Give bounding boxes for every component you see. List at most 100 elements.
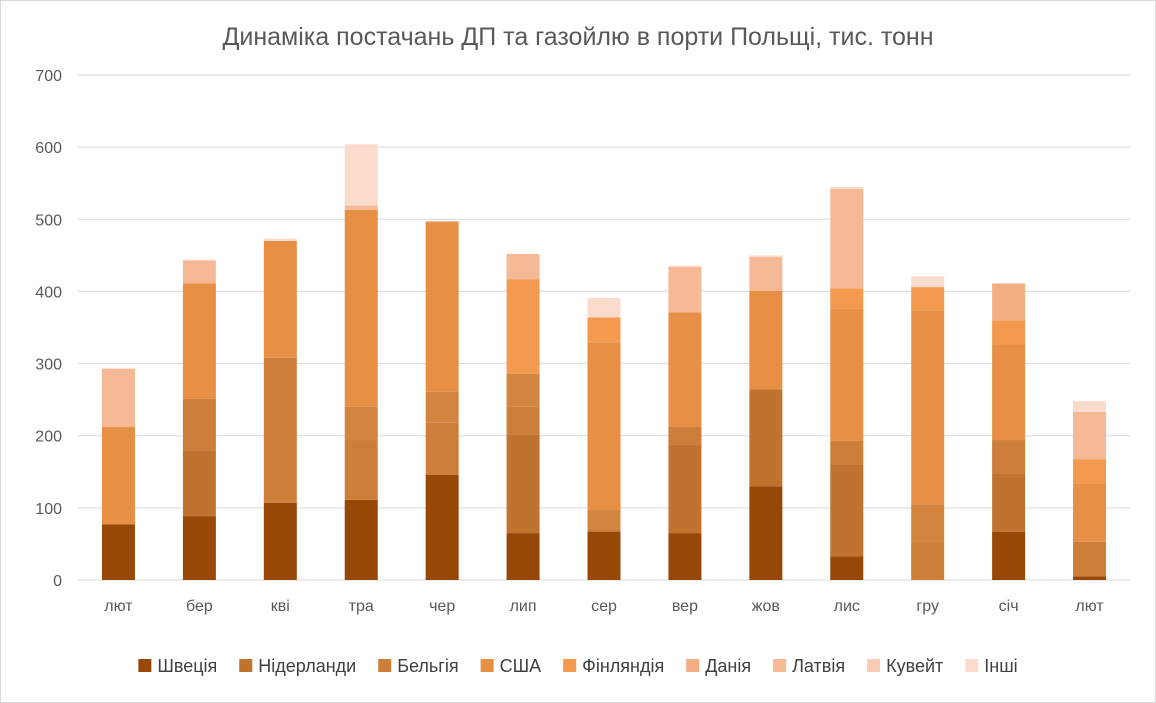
y-tick-label: 400 bbox=[35, 284, 62, 301]
bar-segment bbox=[830, 288, 864, 309]
bar-segment bbox=[506, 253, 540, 280]
x-tick-label: вер bbox=[672, 598, 698, 615]
bar-segment bbox=[992, 320, 1026, 345]
bar-segment bbox=[830, 440, 864, 465]
bar-segment bbox=[263, 357, 297, 503]
legend-label: Інші bbox=[984, 656, 1017, 676]
x-tick-label: лют bbox=[1075, 598, 1104, 615]
bar-segment bbox=[587, 297, 621, 318]
bar-segment bbox=[830, 186, 864, 189]
bar-segment bbox=[344, 499, 378, 580]
bar-segment bbox=[344, 406, 378, 441]
bar-segment bbox=[263, 238, 297, 241]
bar-segment bbox=[911, 287, 945, 311]
bar-segment bbox=[911, 504, 945, 543]
bar-segment bbox=[587, 510, 621, 530]
legend-label: Швеція bbox=[157, 656, 217, 676]
bar-segment bbox=[587, 531, 621, 580]
bar-segment bbox=[182, 398, 216, 451]
bar-segment bbox=[182, 260, 216, 284]
bar-segment bbox=[668, 266, 702, 313]
bar-segment bbox=[425, 422, 459, 475]
x-tick-label: сер bbox=[591, 598, 617, 615]
bar-segment bbox=[506, 434, 540, 534]
bar-segment bbox=[749, 290, 783, 390]
legend-label: Данія bbox=[705, 656, 751, 676]
legend-swatch bbox=[378, 659, 392, 672]
bar-segment bbox=[587, 342, 621, 511]
bar-segment bbox=[668, 426, 702, 445]
legend-label: Нідерланди bbox=[258, 656, 356, 676]
bar-segment bbox=[749, 255, 783, 257]
bar-segment bbox=[668, 533, 702, 580]
bar-segment bbox=[101, 368, 135, 428]
bar-segment bbox=[101, 524, 135, 580]
bar-segment bbox=[182, 259, 216, 261]
bar-segment bbox=[587, 529, 621, 532]
bar-segment bbox=[182, 516, 216, 580]
bar-segment bbox=[749, 389, 783, 487]
bar-segment bbox=[263, 240, 297, 358]
legend-swatch bbox=[563, 659, 577, 672]
bar-segment bbox=[992, 344, 1026, 441]
legend-label: Кувейт bbox=[886, 656, 943, 676]
bar-segment bbox=[506, 533, 540, 580]
x-tick-label: лип bbox=[510, 598, 537, 615]
bar-segment bbox=[992, 473, 1026, 532]
bar-segment bbox=[992, 440, 1026, 474]
bar-segment bbox=[1073, 459, 1107, 484]
y-tick-label: 500 bbox=[35, 212, 62, 229]
bar-segment bbox=[749, 486, 783, 580]
bar-segment bbox=[1073, 576, 1107, 580]
x-tick-label: лют bbox=[104, 598, 133, 615]
bar-segment bbox=[344, 209, 378, 407]
legend-swatch bbox=[773, 659, 787, 672]
bar-segment bbox=[344, 440, 378, 500]
bar-segment bbox=[830, 464, 864, 557]
bar-segment bbox=[425, 221, 459, 392]
bar-segment bbox=[344, 144, 378, 206]
bar-segment bbox=[668, 312, 702, 427]
x-tick-label: кві bbox=[271, 598, 290, 615]
bar-segment bbox=[506, 373, 540, 407]
bar-segment bbox=[668, 444, 702, 534]
legend-swatch bbox=[138, 659, 152, 672]
bar-segment bbox=[506, 406, 540, 435]
bar-segment bbox=[587, 317, 621, 343]
legend-swatch bbox=[965, 659, 979, 672]
bar-segment bbox=[1073, 411, 1107, 460]
bar-segment bbox=[182, 283, 216, 399]
bar-segment bbox=[1073, 541, 1107, 577]
legend-label: США bbox=[500, 656, 542, 676]
x-tick-label: тра bbox=[349, 598, 374, 615]
legend: Швеція Нідерланди Бельгія США Фінляндія Данія… bbox=[138, 656, 1018, 676]
y-tick-label: 100 bbox=[35, 501, 62, 518]
chart-title: Динаміка постачань ДП та газойлю в порти… bbox=[222, 23, 933, 51]
bar-segment bbox=[992, 531, 1026, 580]
legend-swatch bbox=[480, 659, 494, 672]
gridlines bbox=[78, 74, 1130, 581]
y-tick-label: 300 bbox=[35, 357, 62, 374]
y-tick-label: 700 bbox=[35, 68, 62, 85]
bar-segment bbox=[749, 256, 783, 291]
bar-segment bbox=[101, 427, 135, 525]
bar-segment bbox=[182, 450, 216, 517]
bar-segment bbox=[1073, 483, 1107, 542]
legend-label: Бельгія bbox=[397, 656, 458, 676]
bar-segment bbox=[830, 188, 864, 289]
x-tick-label: гру bbox=[916, 598, 939, 615]
y-tick-label: 200 bbox=[35, 429, 62, 446]
x-tick-label: січ bbox=[999, 598, 1019, 615]
bar-segment bbox=[911, 276, 945, 288]
bar-segment bbox=[830, 556, 864, 580]
legend-label: Фінляндія bbox=[582, 656, 664, 676]
bar-segment bbox=[830, 308, 864, 441]
y-tick-label: 0 bbox=[53, 573, 62, 590]
y-axis-tick-labels: 0 100 200 300 400 500 600 700 bbox=[35, 68, 62, 590]
bar-segment bbox=[425, 474, 459, 580]
bar-segment bbox=[506, 279, 540, 374]
bar-segment bbox=[425, 391, 459, 423]
legend-swatch bbox=[686, 659, 700, 672]
x-axis-tick-labels: лют бер кві тра чер лип сер вер жов лис гру січ лют bbox=[104, 598, 1104, 615]
